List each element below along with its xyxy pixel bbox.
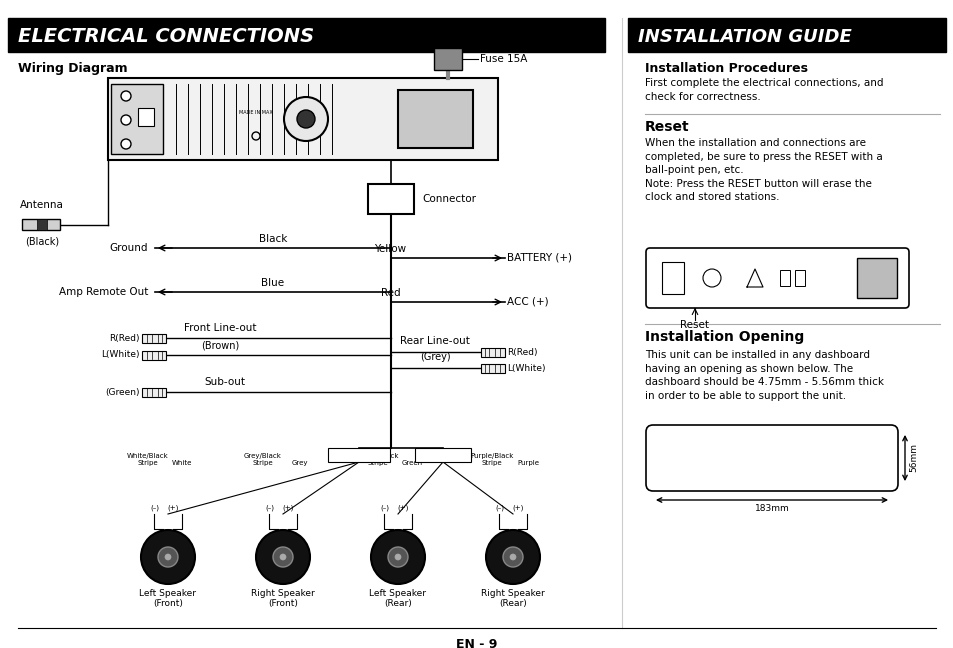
Text: Purple/Black
Stripe: Purple/Black Stripe [470,453,513,466]
Circle shape [121,115,131,125]
Text: FRONT SP: FRONT SP [339,452,378,458]
Text: (–): (–) [151,505,159,511]
Text: 56mm: 56mm [908,443,917,472]
Text: (Black): (Black) [25,236,59,246]
Text: Amp Remote Out: Amp Remote Out [58,287,148,297]
Circle shape [165,554,171,560]
Bar [142,334,166,343]
Bar [142,388,166,397]
Text: (+): (+) [396,505,408,511]
Text: Reset: Reset [644,120,689,134]
Bar [37,219,47,230]
Text: (–): (–) [495,505,504,511]
Text: Green/Black
Stripe: Green/Black Stripe [356,453,399,466]
Text: R(Red): R(Red) [110,334,140,343]
Text: Fuse 15A: Fuse 15A [479,54,527,64]
Circle shape [273,547,293,567]
Text: This unit can be installed in any dashboard
having an opening as shown below. Th: This unit can be installed in any dashbo… [644,350,883,401]
Bar [368,184,414,214]
Circle shape [158,547,178,567]
Text: (Grey): (Grey) [419,352,450,362]
Bar [397,90,473,148]
Bar [415,448,471,462]
Text: White: White [172,460,192,466]
Text: Antenna: Antenna [20,200,64,210]
Text: Red: Red [380,288,400,298]
Circle shape [296,110,314,128]
Bar [627,18,945,52]
Text: L(White): L(White) [506,364,545,373]
Circle shape [502,547,522,567]
Bar [480,364,504,373]
Text: L(White): L(White) [101,351,140,360]
Bar [111,84,163,154]
Bar [138,108,153,126]
Circle shape [485,530,539,584]
Bar [480,348,504,357]
Text: Reset: Reset [679,320,709,330]
Circle shape [280,554,286,560]
Text: Connector: Connector [421,194,476,204]
Text: (Brown): (Brown) [201,340,239,350]
Text: Grey: Grey [292,460,308,466]
Text: (+): (+) [167,505,178,511]
Text: Front Line-out: Front Line-out [184,323,256,333]
FancyBboxPatch shape [645,425,897,491]
Text: White/Black
Stripe: White/Black Stripe [127,453,169,466]
Circle shape [395,554,400,560]
Text: BATTERY (+): BATTERY (+) [506,253,572,263]
Circle shape [141,530,194,584]
Text: (+): (+) [512,505,523,511]
Text: (–): (–) [380,505,389,511]
Bar [108,78,497,160]
Text: Installation Procedures: Installation Procedures [644,62,807,75]
Text: Installation Opening: Installation Opening [644,330,803,344]
Bar [794,270,804,286]
Text: Black: Black [258,234,287,244]
Bar [8,18,604,52]
Text: Left Speaker
(Front): Left Speaker (Front) [139,589,196,608]
Bar [434,48,461,70]
Text: R(Red): R(Red) [506,347,537,356]
Text: REAR SP: REAR SP [426,452,459,458]
Text: Ground: Ground [110,243,148,253]
Circle shape [255,530,310,584]
Text: First complete the electrical connections, and
check for correctness.: First complete the electrical connection… [644,78,882,102]
Text: Left Speaker
(Rear): Left Speaker (Rear) [369,589,426,608]
Text: Wiring Diagram: Wiring Diagram [18,62,128,75]
Bar [661,262,683,294]
Text: ELECTRICAL CONNECTIONS: ELECTRICAL CONNECTIONS [18,27,314,47]
Text: EN - 9: EN - 9 [456,638,497,648]
Text: When the installation and connections are
completed, be sure to press the RESET : When the installation and connections ar… [644,138,882,202]
Circle shape [510,554,516,560]
Text: Blue: Blue [261,278,284,288]
Text: Rear Line-out: Rear Line-out [399,336,470,346]
Bar [22,219,60,230]
Text: ACC (+): ACC (+) [506,297,548,307]
Circle shape [121,139,131,149]
Text: Right Speaker
(Front): Right Speaker (Front) [251,589,314,608]
Text: 183mm: 183mm [754,504,788,513]
Text: Green: Green [401,460,422,466]
Circle shape [121,91,131,101]
Bar [328,448,390,462]
Text: (–): (–) [265,505,274,511]
Text: (Green): (Green) [106,388,140,397]
Text: Sub-out: Sub-out [204,377,245,387]
Bar [856,258,896,298]
Text: Grey/Black
Stripe: Grey/Black Stripe [244,453,282,466]
FancyBboxPatch shape [645,248,908,308]
Circle shape [388,547,408,567]
Text: MADE IN MAX: MADE IN MAX [239,110,273,115]
Circle shape [284,97,328,141]
Text: Right Speaker
(Rear): Right Speaker (Rear) [480,589,544,608]
Circle shape [371,530,424,584]
Text: Yellow: Yellow [374,244,406,254]
Bar [780,270,789,286]
Bar [142,351,166,360]
Text: INSTALLATION GUIDE: INSTALLATION GUIDE [638,28,851,46]
Text: (+): (+) [282,505,294,511]
Text: Purple: Purple [517,460,538,466]
